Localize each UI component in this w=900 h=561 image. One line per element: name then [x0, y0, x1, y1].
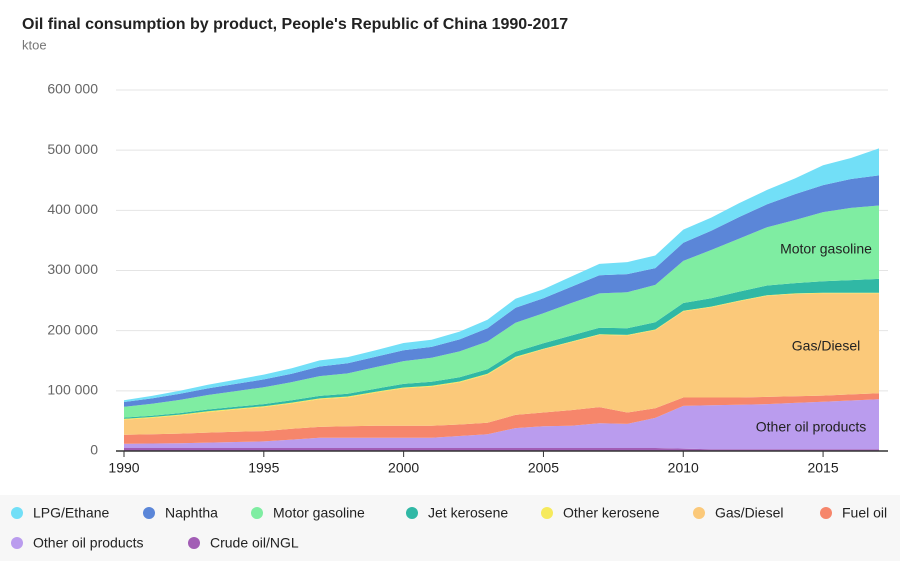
- x-tick-label: 2000: [388, 460, 419, 476]
- chart-subtitle: ktoe: [22, 37, 47, 52]
- y-tick-label: 400 000: [47, 201, 98, 217]
- annotation: Motor gasoline: [780, 241, 872, 257]
- legend-marker: [820, 507, 832, 519]
- legend-marker: [541, 507, 553, 519]
- x-tick-label: 2005: [528, 460, 559, 476]
- legend-label: Other oil products: [33, 535, 144, 551]
- annotation: Gas/Diesel: [792, 338, 860, 354]
- x-tick-label: 2015: [807, 460, 838, 476]
- area: [124, 278, 879, 419]
- area: [124, 175, 879, 407]
- area: [124, 393, 879, 444]
- legend-label: Naphtha: [165, 505, 218, 521]
- legend-label: Other kerosene: [563, 505, 660, 521]
- legend-label: Crude oil/NGL: [210, 535, 299, 551]
- x-tick-label: 2010: [668, 460, 699, 476]
- legend-label: Gas/Diesel: [715, 505, 783, 521]
- area: [124, 205, 879, 418]
- legend-label: LPG/Ethane: [33, 505, 109, 521]
- x-tick-label: 1995: [248, 460, 279, 476]
- y-tick-label: 600 000: [47, 81, 98, 97]
- legend-marker: [693, 507, 705, 519]
- legend-background: [0, 495, 900, 561]
- y-tick-label: 500 000: [47, 141, 98, 157]
- legend-marker: [251, 507, 263, 519]
- legend-label: Motor gasoline: [273, 505, 365, 521]
- x-tick-label: 1990: [108, 460, 139, 476]
- y-tick-label: 200 000: [47, 321, 98, 337]
- legend-label: Fuel oil: [842, 505, 887, 521]
- y-tick-label: 300 000: [47, 261, 98, 277]
- legend-label: Jet kerosene: [428, 505, 508, 521]
- y-tick-label: 0: [90, 442, 98, 458]
- legend-marker: [11, 507, 23, 519]
- annotation: Other oil products: [756, 419, 867, 435]
- legend-marker: [143, 507, 155, 519]
- chart-title: Oil final consumption by product, People…: [22, 16, 568, 33]
- area: [124, 293, 879, 435]
- legend-marker: [11, 537, 23, 549]
- legend-marker: [406, 507, 418, 519]
- area: [124, 399, 879, 450]
- y-tick-label: 100 000: [47, 382, 98, 398]
- legend-marker: [188, 537, 200, 549]
